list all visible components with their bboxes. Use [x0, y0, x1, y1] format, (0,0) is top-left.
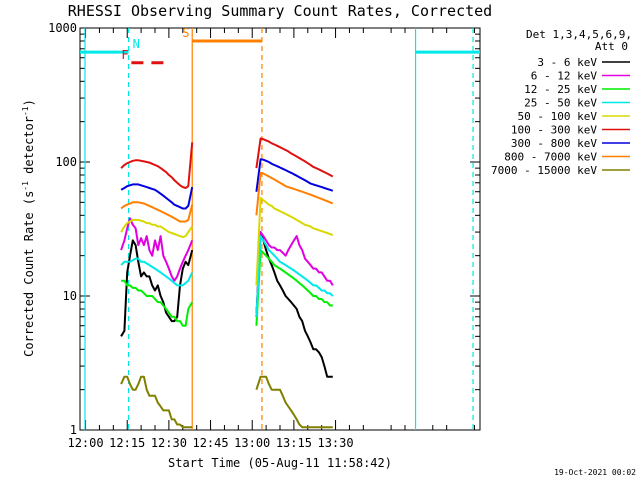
legend-label-25-50-kev: 25 - 50 keV: [524, 97, 597, 110]
series-line-50-100-kev-kev: [120, 218, 194, 239]
series-line-6-12-kev-kev: [255, 231, 334, 317]
series-line-300-800-kev-kev: [120, 183, 194, 210]
series-line-3-6-kev-kev: [255, 231, 333, 378]
series-line-300-800-kev-kev: [255, 158, 334, 192]
flag-label-f: F: [121, 48, 128, 62]
plot-area: 1 10 100 1000 12:00 12:15 12:30 12:45 13:00 13:15…: [48, 21, 481, 450]
plot-frame: [79, 27, 481, 431]
legend-label-100-300-kev: 100 - 300 keV: [511, 124, 597, 137]
y-tick-label: 10: [63, 289, 77, 303]
y-axis-label-exp1: -1: [21, 181, 30, 191]
legend-label-300-800-kev: 300 - 800 keV: [511, 137, 597, 150]
flag-label-s: S: [182, 26, 189, 40]
x-tick-label: 12:15: [109, 436, 145, 450]
y-tick-label: 1: [70, 423, 77, 437]
x-tick-label: 13:30: [317, 436, 353, 450]
series-line-800-7000-kev-kev: [120, 201, 194, 223]
timestamp: 19-Oct-2021 00:02: [554, 468, 636, 477]
x-tick-label: 13:15: [276, 436, 312, 450]
legend-label-6-12-kev: 6 - 12 keV: [531, 70, 598, 83]
series-line-12-25-kev-kev: [121, 279, 194, 327]
series-line-7000-15000-kev-kev: [255, 375, 333, 429]
chart-title: RHESSI Observing Summary Count Rates, Co…: [68, 2, 492, 20]
x-tick-label: 12:45: [192, 436, 228, 450]
series-line-25-50-kev-kev: [120, 257, 194, 287]
y-axis-label-exp2: -1: [21, 106, 30, 116]
legend-label-12-25-kev: 12 - 25 keV: [524, 83, 597, 96]
series-line-100-300-kev-kev: [255, 137, 334, 178]
series-line-12-25-kev-kev: [255, 249, 333, 326]
x-tick-label: 13:00: [234, 436, 270, 450]
legend-label-3-6-kev: 3 - 6 keV: [537, 56, 597, 69]
series-line-6-12-kev-kev: [120, 217, 194, 282]
series-line-7000-15000-kev-kev: [120, 375, 193, 429]
legend-header-line-2: Att 0: [595, 40, 628, 53]
y-axis-label-mid: detector: [22, 116, 36, 181]
legend-label-50-100-kev: 50 - 100 keV: [518, 110, 598, 123]
x-axis-label: Start Time (05-Aug-11 11:58:42): [168, 456, 392, 470]
y-axis-label-end: ): [22, 99, 36, 106]
series-line-3-6-kev-kev: [120, 239, 194, 337]
legend-label-7000-15000-kev: 7000 - 15000 keV: [491, 164, 597, 177]
legend-label-800-7000-kev: 800 - 7000 keV: [504, 151, 597, 164]
series-line-100-300-kev-kev: [120, 142, 194, 189]
y-axis-label-main: Corrected Count Rate (s: [22, 191, 36, 357]
y-axis-label: Corrected Count Rate (s-1 detector-1): [21, 99, 36, 357]
series-line-800-7000-kev-kev: [255, 171, 334, 216]
series-line-25-50-kev-kev: [255, 235, 334, 317]
legend-header-line-1: Det 1,3,4,5,6,9,: [526, 28, 632, 41]
series-line-50-100-kev-kev: [255, 196, 334, 286]
x-tick-label: 12:00: [67, 436, 103, 450]
y-tick-label: 1000: [48, 21, 77, 35]
x-tick-label: 12:30: [151, 436, 187, 450]
y-tick-label: 100: [55, 155, 77, 169]
flag-label-n: N: [133, 37, 140, 51]
